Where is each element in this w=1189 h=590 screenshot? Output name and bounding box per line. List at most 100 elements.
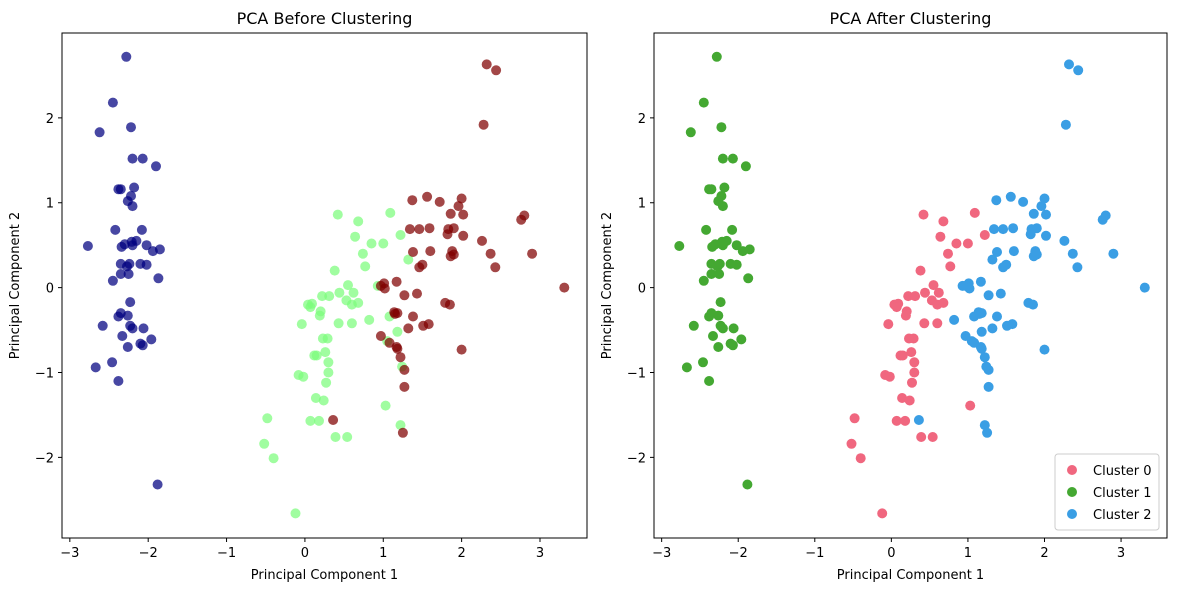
data-point-series-0 xyxy=(897,393,908,403)
data-point-series-0 xyxy=(918,209,929,220)
data-point-series-2 xyxy=(422,191,433,202)
data-point-series-0 xyxy=(891,415,902,426)
data-point-series-1 xyxy=(357,248,368,259)
data-point-series-2 xyxy=(458,230,469,241)
data-point-series-2 xyxy=(975,276,986,287)
data-point-series-2 xyxy=(1008,246,1019,257)
data-point-series-0 xyxy=(154,244,165,255)
data-point-series-2 xyxy=(414,262,425,273)
data-point-series-1 xyxy=(704,376,715,386)
data-point-series-2 xyxy=(453,201,464,212)
data-point-series-0 xyxy=(928,280,939,291)
data-point-series-2 xyxy=(1041,209,1051,220)
data-point-series-1 xyxy=(706,269,717,279)
data-point-series-2 xyxy=(404,224,415,235)
data-point-series-0 xyxy=(117,331,128,341)
data-point-series-2 xyxy=(1064,59,1074,70)
data-point-series-1 xyxy=(314,415,324,426)
data-point-series-2 xyxy=(957,280,968,291)
data-point-series-0 xyxy=(135,338,146,349)
legend-label: Cluster 2 xyxy=(1093,508,1152,523)
data-point-series-1 xyxy=(324,291,335,302)
chart-after-clustering: PCA After Clustering −3 −2 −1 0 1 2 3 −2 −1 0 1 2 Pri… xyxy=(600,9,1168,583)
data-point-series-0 xyxy=(136,224,147,235)
legend-box xyxy=(1054,453,1160,531)
data-point-series-2 xyxy=(1007,319,1018,330)
data-point-series-1 xyxy=(395,230,406,240)
data-point-series-2 xyxy=(1008,223,1019,234)
data-point-series-2 xyxy=(1036,201,1047,212)
data-point-series-2 xyxy=(913,415,924,425)
data-point-series-1 xyxy=(305,415,316,426)
data-point-series-0 xyxy=(138,323,149,334)
legend-marker xyxy=(1067,465,1077,475)
data-point-series-2 xyxy=(395,352,406,363)
data-point-series-0 xyxy=(903,291,914,302)
data-point-series-0 xyxy=(906,347,917,358)
data-point-series-1 xyxy=(259,438,270,449)
data-point-series-0 xyxy=(141,240,152,251)
data-point-series-0 xyxy=(94,127,105,138)
data-point-series-2 xyxy=(966,336,977,347)
data-point-series-2 xyxy=(407,195,418,206)
data-point-series-0 xyxy=(125,297,136,308)
data-point-series-2 xyxy=(1060,119,1071,130)
data-point-series-2 xyxy=(989,224,999,235)
data-point-series-0 xyxy=(877,508,888,519)
data-point-series-1 xyxy=(311,350,322,361)
x-tick-label: 0 xyxy=(887,546,895,561)
data-point-series-2 xyxy=(456,344,467,355)
x-tick-label: −1 xyxy=(217,546,236,561)
data-point-series-1 xyxy=(719,182,730,193)
data-points xyxy=(674,51,1150,519)
data-point-series-2 xyxy=(559,282,570,293)
legend-marker xyxy=(1067,509,1077,519)
data-point-series-1 xyxy=(674,241,685,251)
data-point-series-2 xyxy=(981,361,992,372)
data-point-series-0 xyxy=(900,310,911,321)
data-point-series-0 xyxy=(904,395,915,406)
legend-label: Cluster 1 xyxy=(1093,486,1152,501)
data-point-series-0 xyxy=(907,377,917,388)
data-point-series-1 xyxy=(706,184,717,195)
data-point-series-2 xyxy=(445,251,456,262)
data-point-series-1 xyxy=(395,420,406,431)
data-point-series-1 xyxy=(290,508,301,519)
data-point-series-2 xyxy=(477,235,487,246)
data-point-series-0 xyxy=(910,291,921,302)
data-point-series-1 xyxy=(323,367,334,378)
data-point-series-0 xyxy=(932,318,943,329)
y-axis-label: Principal Component 2 xyxy=(8,212,23,359)
data-point-series-1 xyxy=(698,275,709,286)
data-point-series-2 xyxy=(1028,208,1039,219)
data-point-series-0 xyxy=(122,342,133,352)
data-point-series-2 xyxy=(391,276,402,287)
data-point-series-2 xyxy=(392,343,403,354)
data-point-series-0 xyxy=(904,333,914,344)
data-point-series-0 xyxy=(123,269,134,279)
data-point-series-0 xyxy=(849,413,860,424)
data-point-series-1 xyxy=(728,323,739,334)
data-point-series-1 xyxy=(350,231,361,242)
data-point-series-1 xyxy=(321,377,332,388)
data-point-series-2 xyxy=(995,288,1006,299)
data-point-series-1 xyxy=(333,318,344,329)
data-point-series-0 xyxy=(920,287,930,298)
x-tick-label: 2 xyxy=(457,546,465,561)
data-point-series-0 xyxy=(97,320,108,331)
data-point-series-0 xyxy=(935,231,946,242)
data-point-series-2 xyxy=(983,381,994,392)
chart-title: PCA After Clustering xyxy=(830,9,992,28)
data-point-series-1 xyxy=(717,201,728,212)
data-point-series-0 xyxy=(82,241,93,251)
data-point-series-1 xyxy=(348,287,359,298)
data-point-series-2 xyxy=(1026,224,1037,235)
y-tick-label: −2 xyxy=(627,451,646,466)
data-point-series-2 xyxy=(397,427,408,438)
data-point-series-1 xyxy=(743,273,754,284)
data-point-series-1 xyxy=(296,319,307,330)
data-point-series-0 xyxy=(115,269,126,279)
data-point-series-1 xyxy=(713,310,724,321)
data-point-series-1 xyxy=(744,244,755,255)
